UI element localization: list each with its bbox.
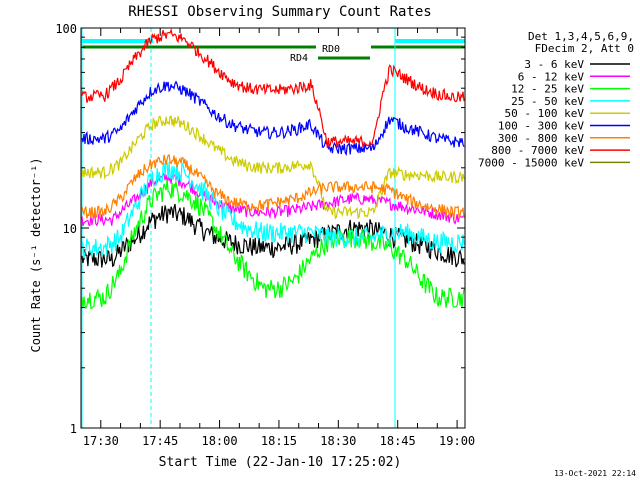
series-line-6 [81, 153, 465, 220]
x-axis-label: Start Time (22-Jan-10 17:25:02) [159, 455, 402, 470]
y-tick-label: 10 [63, 222, 77, 236]
annotation-rd0: RD0 [322, 44, 340, 55]
x-tick-label: 18:30 [320, 434, 356, 448]
legend-label-2: 12 - 25 keV [511, 83, 584, 96]
x-tick-label: 17:30 [83, 434, 119, 448]
saa-bar-right [395, 39, 465, 43]
series-line-1 [81, 171, 465, 227]
legend-label-8: 7000 - 15000 keV [478, 156, 584, 169]
x-tick-label: 18:00 [201, 434, 237, 448]
legend-label-3: 25 - 50 keV [511, 95, 584, 108]
series-line-7 [81, 28, 465, 150]
footer-date: 13-Oct-2021 22:14 [554, 469, 636, 478]
y-axis: 1 10 100 [55, 22, 465, 436]
chart-title: RHESSI Observing Summary Count Rates [128, 4, 431, 20]
y-tick-label: 100 [55, 22, 77, 36]
series-layer [81, 28, 465, 310]
legend: Det 1,3,4,5,6,9, FDecim 2, Att 0 3 - 6 k… [478, 30, 634, 169]
legend-label-7: 800 - 7000 keV [491, 144, 584, 157]
series-line-5 [81, 80, 465, 156]
x-tick-label: 18:15 [261, 434, 297, 448]
legend-label-1: 6 - 12 keV [518, 70, 585, 83]
series-line-4 [81, 114, 465, 220]
legend-header-line-2: FDecim 2, Att 0 [535, 42, 634, 55]
legend-label-6: 300 - 800 keV [498, 132, 584, 145]
series-line-3 [81, 159, 465, 259]
series-line-2 [81, 179, 465, 310]
y-axis-label: Count Rate (s⁻¹ detector⁻¹) [29, 157, 43, 352]
x-tick-label: 19:00 [439, 434, 475, 448]
legend-label-4: 50 - 100 keV [505, 107, 585, 120]
saa-bar-left [81, 39, 153, 43]
legend-header-line-1: Det 1,3,4,5,6,9, [528, 30, 634, 43]
x-axis: 17:30 17:45 18:00 18:15 18:30 18:45 19:00 [80, 28, 475, 448]
x-tick-label: 17:45 [142, 434, 178, 448]
annotation-rd4: RD4 [290, 53, 308, 64]
y-tick-label: 1 [70, 422, 77, 436]
legend-label-0: 3 - 6 keV [524, 58, 584, 71]
legend-label-5: 100 - 300 keV [498, 120, 584, 133]
x-tick-label: 18:45 [380, 434, 416, 448]
